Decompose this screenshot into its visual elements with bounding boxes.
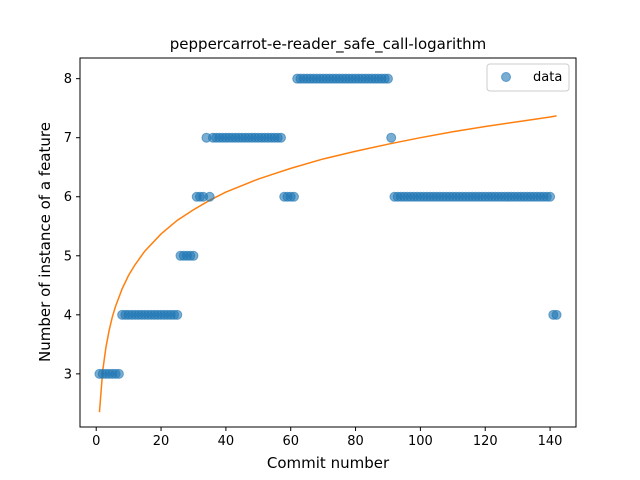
y-tick-label: 5 xyxy=(64,249,72,264)
x-tick-label: 20 xyxy=(153,434,170,449)
y-tick-label: 8 xyxy=(64,72,72,87)
data-point xyxy=(288,191,299,202)
legend: data xyxy=(486,63,570,92)
data-point xyxy=(172,309,183,320)
plot-frame xyxy=(79,57,577,428)
data-point xyxy=(382,73,393,84)
y-tick-label: 3 xyxy=(64,367,72,382)
data-point xyxy=(113,368,124,379)
data-points-layer xyxy=(94,73,562,379)
data-point xyxy=(386,132,397,143)
fit-curve-layer xyxy=(98,115,557,413)
y-tick-label: 4 xyxy=(64,308,72,323)
fit-curve xyxy=(98,115,557,413)
x-tick-label: 80 xyxy=(347,434,364,449)
legend-label-data: data xyxy=(533,70,562,85)
y-tick-label: 7 xyxy=(64,131,72,146)
x-axis-title: Commit number xyxy=(267,454,390,472)
data-point xyxy=(545,191,556,202)
y-tick-label: 6 xyxy=(64,190,72,205)
y-axis-ticks: 3 4 5 6 7 8 xyxy=(64,72,80,382)
x-axis-ticks: 0 20 40 60 80 100 120 140 xyxy=(92,427,562,449)
x-tick-label: 40 xyxy=(218,434,235,449)
legend-marker-data xyxy=(501,72,511,82)
legend-box xyxy=(486,63,570,92)
y-axis-title: Number of instance of a feature xyxy=(36,122,54,362)
x-tick-label: 60 xyxy=(282,434,299,449)
x-tick-label: 120 xyxy=(473,434,498,449)
data-point xyxy=(204,191,215,202)
plot-area xyxy=(80,58,576,427)
x-tick-label: 0 xyxy=(92,434,100,449)
data-point xyxy=(275,132,286,143)
data-point xyxy=(188,250,199,261)
x-tick-label: 100 xyxy=(408,434,433,449)
data-point xyxy=(551,309,562,320)
x-tick-label: 140 xyxy=(538,434,563,449)
chart-title: peppercarrot-e-reader_safe_call-logarith… xyxy=(170,35,486,54)
